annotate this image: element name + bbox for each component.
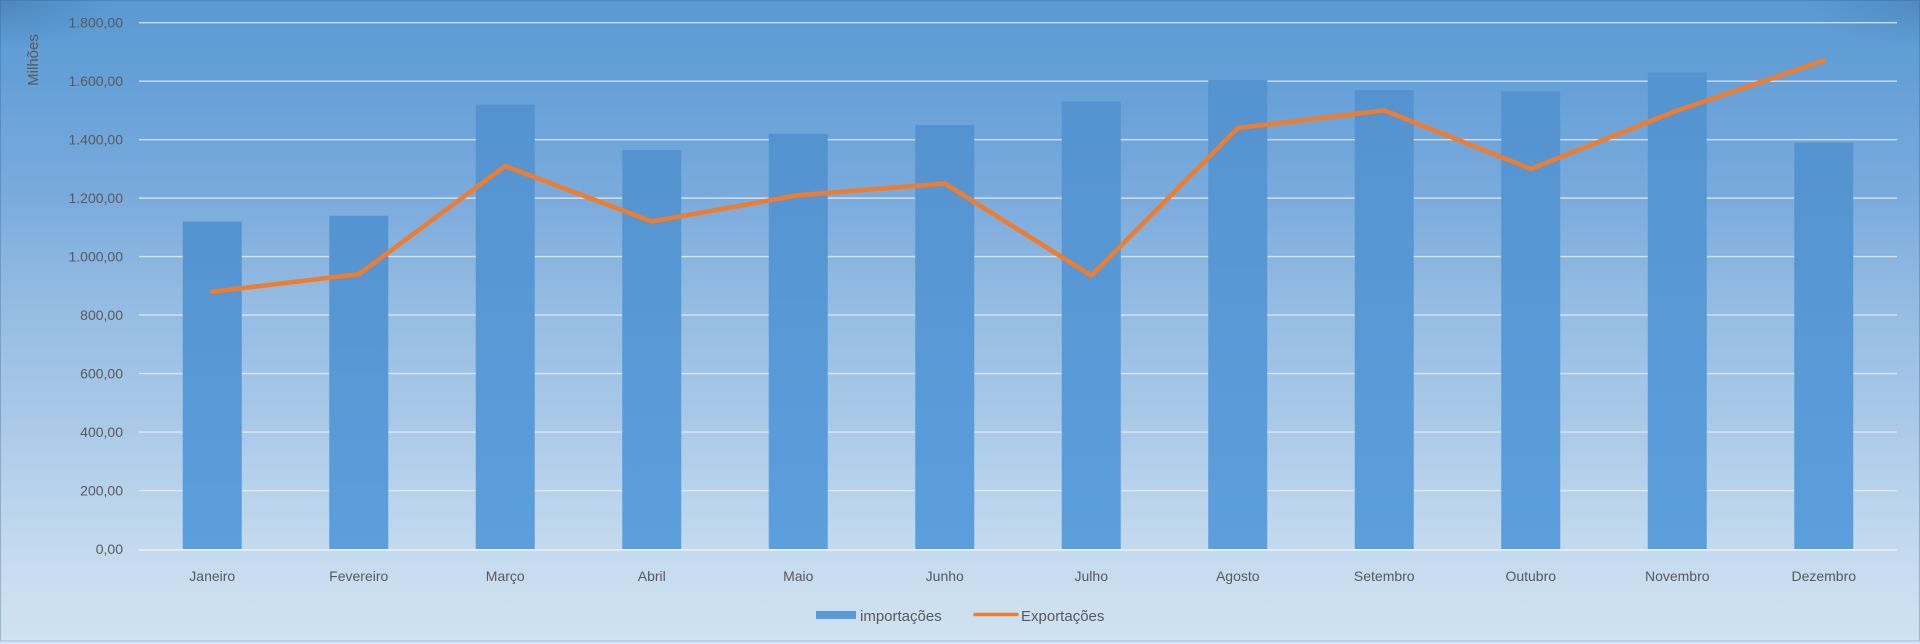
- bar-março: [475, 104, 535, 550]
- bar-setembro: [1354, 89, 1414, 549]
- bottom-edge-strip: [0, 641, 1920, 644]
- bar-junho: [915, 125, 975, 550]
- y-axis-tick-label: 1.400,00: [69, 132, 124, 148]
- bottom-edge-line: [0, 640, 1920, 642]
- line-series-exportacoes: [210, 58, 1827, 295]
- x-axis-label-maio: Maio: [783, 568, 814, 584]
- legend-label-importacoes: importações: [860, 608, 942, 625]
- x-axis-label-setembro: Setembro: [1354, 568, 1415, 584]
- y-axis-tick-label: 800,00: [80, 307, 123, 323]
- bar-dezembro: [1794, 142, 1854, 549]
- x-axis-label-novembro: Novembro: [1645, 568, 1710, 584]
- x-axis-label-julho: Julho: [1075, 568, 1109, 584]
- y-axis-tick-label: 0,00: [96, 541, 123, 557]
- bar-janeiro: [182, 221, 242, 549]
- x-axis-label-outubro: Outubro: [1505, 568, 1556, 584]
- y-axis-title: Milhões: [25, 34, 42, 86]
- y-axis-tick-label: 1.200,00: [69, 190, 124, 206]
- bar-maio: [768, 133, 828, 549]
- y-axis-tick-label: 1.000,00: [69, 249, 124, 265]
- x-axis-label-janeiro: Janeiro: [189, 568, 235, 584]
- y-axis-tick-label: 600,00: [80, 366, 123, 382]
- bar-julho: [1061, 101, 1121, 550]
- legend-label-exportacoes: Exportações: [1021, 608, 1104, 625]
- bar-abril: [622, 149, 682, 549]
- y-axis-tick-label: 1.600,00: [69, 73, 124, 89]
- x-axis-label-março: Março: [486, 568, 525, 584]
- bar-agosto: [1208, 79, 1268, 550]
- bar-novembro: [1647, 72, 1707, 549]
- y-axis-tick-label: 200,00: [80, 483, 123, 499]
- y-axis-tick-label: 400,00: [80, 424, 123, 440]
- legend-swatch-importacoes: [816, 611, 856, 619]
- bar-fevereiro: [329, 215, 389, 549]
- y-axis-tick-label: 1.800,00: [69, 15, 124, 31]
- x-axis-label-agosto: Agosto: [1216, 568, 1260, 584]
- x-axis-label-junho: Junho: [926, 568, 964, 584]
- x-axis-label-abril: Abril: [638, 568, 666, 584]
- x-axis-label-dezembro: Dezembro: [1791, 568, 1856, 584]
- x-axis-label-fevereiro: Fevereiro: [329, 568, 388, 584]
